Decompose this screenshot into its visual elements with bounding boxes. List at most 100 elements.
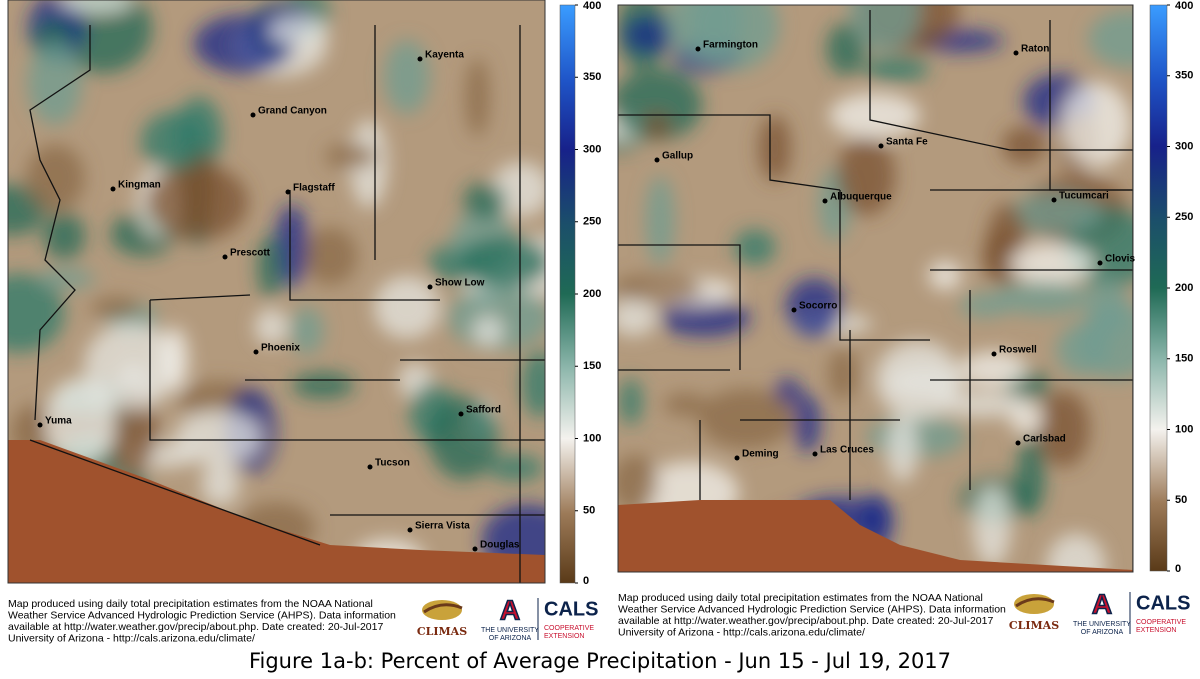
cals-extension-text: COOPERATIVE — [544, 625, 594, 632]
footnote-line: University of Arizona - http://cals.ariz… — [618, 626, 865, 638]
precip-patch — [44, 378, 116, 466]
city-dot — [285, 189, 291, 195]
climas-logo-text: CLIMAS — [417, 625, 467, 638]
colorbar-tick-label: 50 — [1175, 494, 1187, 506]
precip-patch — [145, 163, 249, 241]
city-dot — [367, 464, 373, 470]
county-border — [149, 294, 251, 301]
precip-patch — [959, 351, 1028, 387]
city-dot — [734, 455, 740, 461]
city-label: Tucson — [375, 458, 410, 469]
colorbar-tick-label: 250 — [1175, 211, 1193, 223]
precip-patch — [659, 299, 751, 338]
county-border — [29, 25, 91, 421]
precip-patch — [994, 281, 1093, 316]
ua-logo-text: THE UNIVERSITY — [481, 627, 539, 634]
precip-patch — [618, 273, 704, 303]
map — [618, 5, 1133, 572]
colorbar-tick-label: 50 — [583, 505, 595, 517]
precip-patch — [1055, 323, 1110, 376]
city-label: Yuma — [45, 416, 72, 427]
city-label: Las Cruces — [820, 445, 874, 456]
city-label: Deming — [742, 449, 779, 460]
footnote-line: available at http://water.weather.gov/pr… — [8, 621, 383, 633]
precip-patch — [472, 315, 504, 348]
city-label: Roswell — [999, 345, 1037, 356]
precip-patch — [645, 175, 675, 266]
city-dot — [110, 186, 116, 192]
caption: Figure 1a-b: Percent of Average Precipit… — [249, 649, 951, 673]
precip-patch — [274, 204, 309, 288]
precip-patch — [935, 391, 1029, 418]
cals-extension-text: COOPERATIVE — [1136, 619, 1186, 626]
precip-patch — [785, 277, 844, 337]
colorbar — [559, 4, 576, 584]
county-border — [618, 244, 741, 370]
precip-patch — [836, 136, 896, 216]
precip-patch — [1016, 436, 1046, 516]
precip-patch — [849, 5, 921, 52]
precip-patch — [618, 454, 659, 511]
precip-patch — [618, 68, 703, 141]
city-dot — [472, 546, 478, 552]
city-label: Carlsbad — [1023, 434, 1066, 445]
colorbar-tick-label: 200 — [583, 288, 601, 300]
precip-patch — [794, 394, 821, 453]
precip-patch — [289, 306, 324, 355]
precip-patch — [828, 348, 858, 401]
cals-logo-text: CALS — [544, 598, 598, 620]
city-dot — [812, 451, 818, 457]
county-border — [869, 10, 1133, 151]
county-border — [618, 114, 841, 191]
precip-patch — [90, 296, 141, 319]
city-label: Sierra Vista — [415, 521, 470, 532]
footnote-line: Weather Service Advanced Hydrologic Pred… — [8, 609, 396, 621]
ua-logo-mark: A — [500, 594, 520, 625]
city-label: Kayenta — [425, 50, 464, 61]
precip-patch — [521, 350, 545, 418]
colorbar-tick-label: 0 — [583, 575, 589, 587]
city-label: Safford — [466, 405, 501, 416]
city-dot — [822, 198, 828, 204]
precip-patch — [826, 22, 866, 76]
colorbar — [1149, 4, 1168, 572]
city-label: Tucumcari — [1059, 191, 1109, 202]
precip-patch — [465, 58, 490, 137]
colorbar-tick-label: 0 — [1175, 563, 1181, 575]
precip-patch — [928, 260, 962, 291]
city-dot — [427, 284, 433, 290]
precip-patch — [665, 5, 743, 63]
precip-patch — [463, 182, 507, 220]
precip-patch — [201, 461, 240, 507]
city-dot — [253, 349, 259, 355]
precip-patch — [618, 298, 658, 336]
footnote-line: available at http://water.weather.gov/pr… — [618, 615, 993, 627]
city-label: Raton — [1021, 44, 1049, 55]
precip-patch — [663, 393, 708, 417]
city-dot — [1097, 260, 1103, 266]
colorbar-tick-label: 150 — [1175, 353, 1193, 365]
cals-extension-text: EXTENSION — [544, 633, 584, 640]
precip-patch — [159, 326, 189, 391]
city-label: Farmington — [703, 40, 758, 51]
city-label: Douglas — [480, 540, 520, 551]
colorbar-tick-label: 100 — [583, 432, 601, 444]
precip-patch — [641, 113, 671, 140]
colorbar-tick-label: 100 — [1175, 423, 1193, 435]
city-label: Socorro — [799, 301, 837, 312]
city-label: Albuquerque — [830, 192, 892, 203]
precip-patch — [457, 236, 545, 288]
precip-patch — [972, 485, 1012, 568]
county-border — [1049, 20, 1133, 191]
city-dot — [1013, 50, 1019, 56]
mexico-region — [8, 440, 545, 583]
city-label: Santa Fe — [886, 137, 928, 148]
city-dot — [991, 351, 997, 357]
city-label: Prescott — [230, 248, 271, 259]
city-label: Flagstaff — [293, 183, 335, 194]
city-dot — [791, 307, 797, 313]
precip-patch — [1088, 9, 1133, 68]
precip-patch — [487, 454, 545, 481]
county-border — [289, 190, 440, 301]
